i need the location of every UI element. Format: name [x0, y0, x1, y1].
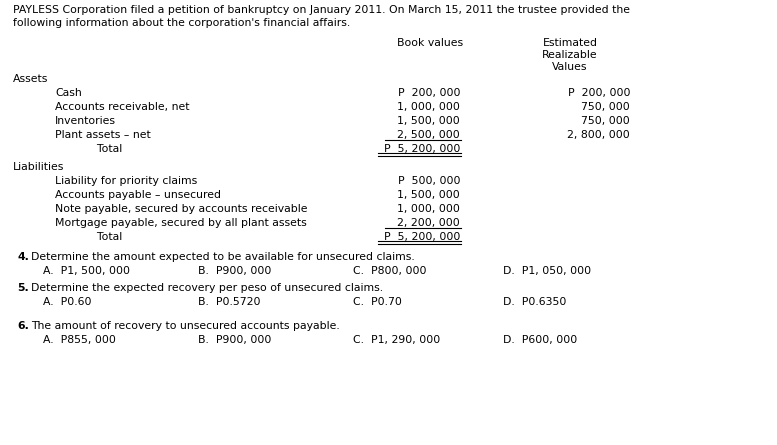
- Text: P  5, 200, 000: P 5, 200, 000: [384, 232, 460, 242]
- Text: 750, 000: 750, 000: [581, 102, 630, 112]
- Text: Realizable: Realizable: [542, 50, 598, 60]
- Text: C.  P1, 290, 000: C. P1, 290, 000: [353, 335, 441, 345]
- Text: Note payable, secured by accounts receivable: Note payable, secured by accounts receiv…: [55, 204, 308, 214]
- Text: Values: Values: [552, 62, 587, 72]
- Text: D.  P600, 000: D. P600, 000: [503, 335, 577, 345]
- Text: Liabilities: Liabilities: [13, 162, 64, 172]
- Text: Total: Total: [55, 232, 122, 242]
- Text: Estimated: Estimated: [542, 38, 598, 48]
- Text: Determine the amount expected to be available for unsecured claims.: Determine the amount expected to be avai…: [31, 252, 415, 262]
- Text: B.  P900, 000: B. P900, 000: [198, 335, 271, 345]
- Text: D.  P1, 050, 000: D. P1, 050, 000: [503, 266, 591, 276]
- Text: Book values: Book values: [397, 38, 463, 48]
- Text: Total: Total: [55, 144, 122, 154]
- Text: Cash: Cash: [55, 88, 82, 98]
- Text: The amount of recovery to unsecured accounts payable.: The amount of recovery to unsecured acco…: [31, 321, 340, 331]
- Text: D.  P0.6350: D. P0.6350: [503, 297, 566, 307]
- Text: Inventories: Inventories: [55, 116, 116, 126]
- Text: P  500, 000: P 500, 000: [398, 176, 460, 186]
- Text: Accounts receivable, net: Accounts receivable, net: [55, 102, 190, 112]
- Text: B.  P900, 000: B. P900, 000: [198, 266, 271, 276]
- Text: 750, 000: 750, 000: [581, 116, 630, 126]
- Text: PAYLESS Corporation filed a petition of bankruptcy on January 2011. On March 15,: PAYLESS Corporation filed a petition of …: [13, 5, 630, 15]
- Text: 6.: 6.: [17, 321, 29, 331]
- Text: 2, 800, 000: 2, 800, 000: [567, 130, 630, 140]
- Text: 2, 200, 000: 2, 200, 000: [397, 218, 460, 228]
- Text: following information about the corporation's financial affairs.: following information about the corporat…: [13, 18, 350, 28]
- Text: Accounts payable – unsecured: Accounts payable – unsecured: [55, 190, 221, 200]
- Text: Liability for priority claims: Liability for priority claims: [55, 176, 197, 186]
- Text: Plant assets – net: Plant assets – net: [55, 130, 151, 140]
- Text: 1, 500, 000: 1, 500, 000: [397, 190, 460, 200]
- Text: 5.: 5.: [17, 283, 29, 293]
- Text: Mortgage payable, secured by all plant assets: Mortgage payable, secured by all plant a…: [55, 218, 307, 228]
- Text: 1, 500, 000: 1, 500, 000: [397, 116, 460, 126]
- Text: P  200, 000: P 200, 000: [398, 88, 460, 98]
- Text: C.  P0.70: C. P0.70: [353, 297, 402, 307]
- Text: P  200, 000: P 200, 000: [567, 88, 630, 98]
- Text: A.  P855, 000: A. P855, 000: [43, 335, 116, 345]
- Text: 4.: 4.: [17, 252, 29, 262]
- Text: 1, 000, 000: 1, 000, 000: [397, 102, 460, 112]
- Text: P  5, 200, 000: P 5, 200, 000: [384, 144, 460, 154]
- Text: C.  P800, 000: C. P800, 000: [353, 266, 427, 276]
- Text: 1, 000, 000: 1, 000, 000: [397, 204, 460, 214]
- Text: A.  P0.60: A. P0.60: [43, 297, 92, 307]
- Text: B.  P0.5720: B. P0.5720: [198, 297, 260, 307]
- Text: A.  P1, 500, 000: A. P1, 500, 000: [43, 266, 130, 276]
- Text: Assets: Assets: [13, 74, 48, 84]
- Text: 2, 500, 000: 2, 500, 000: [397, 130, 460, 140]
- Text: Determine the expected recovery per peso of unsecured claims.: Determine the expected recovery per peso…: [31, 283, 383, 293]
